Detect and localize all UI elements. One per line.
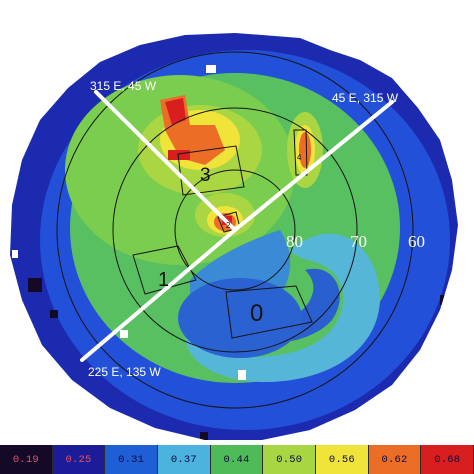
region-label-1: 1	[158, 269, 169, 291]
meridian-line-45e-315w	[233, 100, 394, 232]
colorbar-value-label: 0.44	[223, 453, 250, 466]
colorbar-value-label: 0.68	[434, 453, 461, 466]
region-outlines	[132, 129, 313, 339]
latitude-label-60: 60	[408, 232, 425, 251]
colorbar-cell: 0.25	[52, 445, 106, 474]
latitude-circles	[56, 51, 414, 409]
colorbar-cell: 0.37	[158, 445, 211, 474]
colorbar-cell: 0.56	[316, 445, 369, 474]
colorbar-cell: 0.31	[105, 445, 159, 474]
latitude-label-70: 70	[350, 232, 367, 251]
colorbar-cell: 0.68	[421, 445, 474, 474]
colorbar-cell: 0.44	[210, 445, 264, 474]
meridian-label-225e-135w: 225 E, 135 W	[88, 365, 161, 379]
colorbar-cell: 0.62	[368, 445, 422, 474]
colorbar-value-label: 0.19	[12, 453, 39, 466]
colorbar-cell: 0.50	[263, 445, 317, 474]
meridian-lines	[80, 90, 394, 362]
colorbar-value-label: 0.25	[65, 453, 92, 466]
latitude-label-80: 80	[286, 232, 303, 251]
region-outline-1	[132, 245, 197, 295]
colorbar-legend: 0.19 0.25 0.31 0.37 0.44 0.50 0.56 0.62 0.68	[0, 445, 474, 474]
meridian-line-225e-135w	[80, 228, 237, 362]
meridian-line-315e-45w	[94, 90, 237, 232]
region-outline-0	[225, 285, 313, 339]
map-data-field	[10, 33, 458, 440]
latitude-circle-60	[56, 51, 414, 409]
colorbar-cell: 0.19	[0, 445, 53, 474]
region-label-3: 3	[200, 165, 211, 186]
meridian-label-315e-45w: 315 E, 45 W	[90, 79, 157, 93]
region-outline-4	[293, 129, 308, 176]
region-outline-3	[177, 145, 245, 196]
latitude-circle-80	[174, 169, 296, 291]
region-label-0: 0	[250, 300, 263, 327]
polar-map: 315 E, 45 W 45 E, 315 W 225 E, 135 W 80 …	[10, 33, 458, 440]
latitude-circle-70	[112, 107, 358, 353]
region-label-2: 2	[226, 221, 231, 230]
colorbar-value-label: 0.50	[276, 453, 303, 466]
region-label-4: 4	[297, 153, 302, 162]
colorbar-value-label: 0.56	[328, 453, 355, 466]
colorbar-value-label: 0.37	[170, 453, 197, 466]
colorbar-value-label: 0.31	[118, 453, 145, 466]
colorbar-value-label: 0.62	[381, 453, 408, 466]
meridian-label-45e-315w: 45 E, 315 W	[332, 91, 399, 105]
